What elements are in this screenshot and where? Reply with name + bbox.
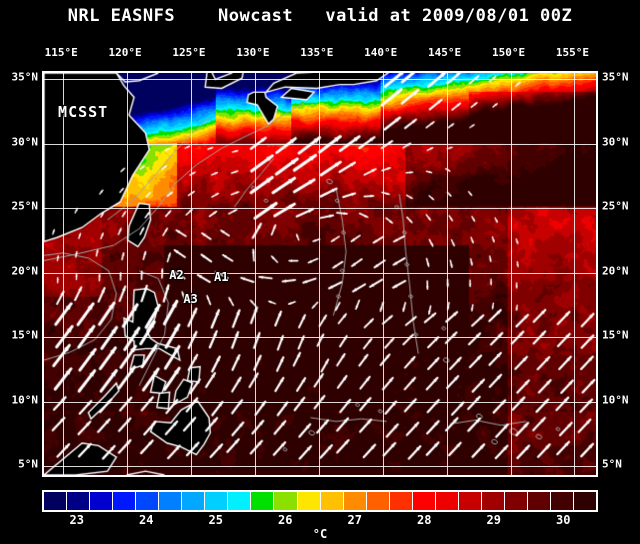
gridline-meridian [63, 73, 64, 475]
lon-tick-label: 130°E [236, 46, 270, 59]
gridline-meridian [255, 73, 256, 475]
colorbar-swatch [343, 492, 367, 510]
gridline-parallel [44, 79, 596, 80]
colorbar-swatch [320, 492, 344, 510]
lon-tick-label: 155°E [555, 46, 589, 59]
lat-tick-label-left: 5°N [18, 457, 38, 471]
colorbar-swatch [159, 492, 183, 510]
colorbar-swatch [205, 492, 229, 510]
gridline-parallel [44, 402, 596, 403]
lon-tick-label: 120°E [108, 46, 142, 59]
colorbar-tick-label: 29 [486, 513, 501, 527]
lat-tick-label-right: 35°N [602, 70, 629, 84]
colorbar-swatch [458, 492, 482, 510]
gridline-meridian [574, 73, 575, 475]
colorbar-swatch [574, 492, 597, 510]
lat-tick-label-left: 25°N [11, 199, 39, 213]
colorbar-tick-label: 23 [69, 513, 84, 527]
colorbar-swatch [274, 492, 298, 510]
lat-tick-label-right: 15°N [602, 328, 629, 342]
colorbar-swatch [90, 492, 114, 510]
colorbar-swatch [113, 492, 137, 510]
sst-field-canvas [44, 73, 596, 475]
colorbar-swatch [228, 492, 252, 510]
colorbar-swatch [481, 492, 505, 510]
lat-tick-label-right: 5°N [602, 457, 622, 471]
colorbar-swatch [435, 492, 459, 510]
gridline-parallel [44, 466, 596, 467]
lon-tick-label: 150°E [491, 46, 526, 59]
lon-tick-label: 140°E [364, 46, 398, 59]
gridline-parallel [44, 337, 596, 338]
lat-tick-label-left: 35°N [11, 70, 39, 84]
colorbar-swatch [182, 492, 206, 510]
station-label-a1: A1 [213, 270, 229, 285]
gridline-meridian [319, 73, 320, 475]
lat-tick-label-right: 10°N [602, 393, 629, 407]
colorbar-swatch [44, 492, 68, 510]
longitude-axis: 115°E 120°E 125°E 130°E 135°E 140°E 145°E 150°E… [42, 46, 598, 64]
colorbar [42, 490, 598, 512]
lon-tick-label: 145°E [428, 46, 462, 59]
lon-tick-label: 135°E [300, 46, 334, 59]
lat-tick-label-left: 30°N [11, 135, 39, 149]
lat-tick-label-left: 10°N [11, 393, 39, 407]
product-label-mcsst: MCSST [58, 102, 109, 121]
gridline-meridian [127, 73, 128, 475]
lat-tick-label-left: 15°N [11, 328, 39, 342]
gridline-meridian [511, 73, 512, 475]
colorbar-swatch [67, 492, 91, 510]
latitude-axis-right: 35°N 30°N 25°N 20°N 15°N 10°N 5°N [600, 71, 640, 477]
colorbar-swatch [527, 492, 552, 510]
colorbar-swatch [136, 492, 160, 510]
lon-tick-label: 115°E [44, 46, 78, 59]
colorbar-swatch [389, 492, 413, 510]
gridline-meridian [447, 73, 448, 475]
gridline-meridian [191, 73, 192, 475]
gridline-parallel [44, 208, 596, 209]
colorbar-swatch [504, 492, 528, 510]
lon-tick-label: 125°E [172, 46, 206, 59]
station-label-a3: A3 [183, 292, 198, 307]
map-inner: MCSST A1 A2 A3 [44, 73, 596, 475]
colorbar-swatch [251, 492, 275, 510]
colorbar-unit-label: °C [312, 527, 328, 541]
sst-map[interactable]: MCSST A1 A2 A3 [42, 71, 598, 477]
gridline-meridian [383, 73, 384, 475]
lat-tick-label-right: 30°N [602, 135, 629, 149]
colorbar-tick-label: 26 [278, 513, 293, 527]
station-label-a2: A2 [169, 267, 184, 282]
lat-tick-label-left: 20°N [11, 264, 39, 278]
colorbar-tick-label: 28 [417, 513, 432, 527]
colorbar-swatch [366, 492, 390, 510]
gridline-parallel [44, 273, 596, 274]
colorbar-tick-label: 24 [139, 513, 154, 527]
colorbar-swatch [551, 492, 575, 510]
colorbar-tick-label: 27 [347, 513, 362, 527]
gridline-parallel [44, 144, 596, 145]
colorbar-ticks: 23 24 25 26 27 28 29 30 [42, 513, 598, 529]
lat-tick-label-right: 25°N [602, 199, 629, 213]
colorbar-swatch [412, 492, 436, 510]
latitude-axis-left: 35°N 30°N 25°N 20°N 15°N 10°N 5°N [0, 71, 40, 477]
lat-tick-label-right: 20°N [602, 264, 629, 278]
colorbar-tick-label: 25 [208, 513, 223, 527]
colorbar-swatch [297, 492, 321, 510]
page-title: NRL EASNFS Nowcast valid at 2009/08/01 0… [67, 6, 573, 26]
colorbar-tick-label: 30 [556, 513, 571, 527]
